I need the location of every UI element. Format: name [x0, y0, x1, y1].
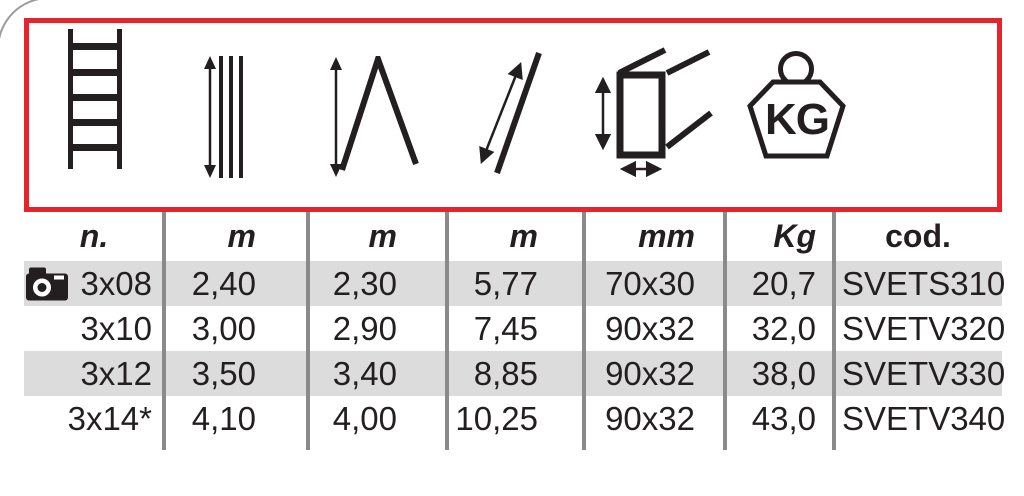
cell-sections: 3x14*: [67, 400, 152, 437]
extended-length-arrow-icon: [479, 52, 542, 174]
table-row: 3x14* 4,10 4,00 10,25 90x32 43,0 SVETV34…: [24, 396, 1006, 441]
cell-code: SVETS310: [842, 265, 1006, 302]
camera-icon: [26, 267, 68, 300]
col-header-weight-kg: Kg: [773, 218, 816, 254]
cell-height: 4,10: [191, 400, 256, 437]
legend-box: KG: [24, 18, 1002, 212]
col-header-code: cod.: [885, 218, 951, 254]
col-header-open-height-m: m: [368, 218, 397, 254]
column-divider: [445, 212, 449, 450]
column-divider: [723, 212, 727, 450]
cell-code: SVETV340: [842, 400, 1006, 437]
cell-extended: 10,25: [455, 400, 538, 437]
table-row: 3x12 3,50 3,40 8,85 90x32 38,0 SVETV330: [24, 351, 1006, 396]
cell-height: 2,40: [191, 265, 256, 302]
cell-profile: 90x32: [605, 400, 695, 437]
col-header-sections: n.: [79, 218, 109, 254]
col-header-extended-m: m: [509, 218, 538, 254]
weight-kg-icon: KG: [747, 51, 846, 159]
spec-table: n. m m m mm Kg cod. 3x08 2,40 2,30 5,77: [24, 212, 1006, 450]
cell-weight: 43,0: [751, 400, 816, 437]
cell-weight: 20,7: [751, 265, 816, 302]
closed-height-arrows-icon: [204, 56, 243, 178]
cell-open-height: 4,00: [332, 400, 397, 437]
kg-label: KG: [765, 95, 829, 144]
column-divider: [162, 212, 166, 450]
cell-extended: 5,77: [473, 265, 538, 302]
cell-height: 3,00: [191, 310, 256, 347]
cell-open-height: 2,90: [332, 310, 397, 347]
cell-profile: 90x32: [605, 355, 695, 392]
cell-code: SVETV330: [842, 355, 1006, 392]
table-row: 3x08 2,40 2,30 5,77 70x30 20,7 SVETS310: [24, 261, 1006, 306]
cell-weight: 32,0: [751, 310, 816, 347]
col-header-height-m: m: [227, 218, 256, 254]
column-divider: [832, 212, 836, 450]
cell-weight: 38,0: [751, 355, 816, 392]
a-frame-open-height-icon: [330, 56, 419, 177]
cell-extended: 7,45: [473, 310, 538, 347]
cell-profile: 70x30: [605, 265, 695, 302]
column-divider: [582, 212, 586, 450]
cell-profile: 90x32: [605, 310, 695, 347]
cell-sections: 3x12: [80, 355, 152, 392]
cell-code: SVETV320: [842, 310, 1006, 347]
cell-height: 3,50: [191, 355, 256, 392]
table-row: 3x10 3,00 2,90 7,45 90x32 32,0 SVETV320: [24, 306, 1006, 351]
cell-sections: 3x10: [80, 310, 152, 347]
col-header-profile-mm: mm: [638, 218, 695, 254]
cell-extended: 8,85: [473, 355, 538, 392]
table-header-row: n. m m m mm Kg cod.: [24, 212, 1002, 261]
profile-section-icon: [595, 47, 713, 177]
cell-sections: 3x08: [80, 265, 152, 302]
ladder-icon: [68, 29, 122, 169]
cell-open-height: 3,40: [332, 355, 397, 392]
column-divider: [306, 212, 310, 450]
cell-open-height: 2,30: [332, 265, 397, 302]
